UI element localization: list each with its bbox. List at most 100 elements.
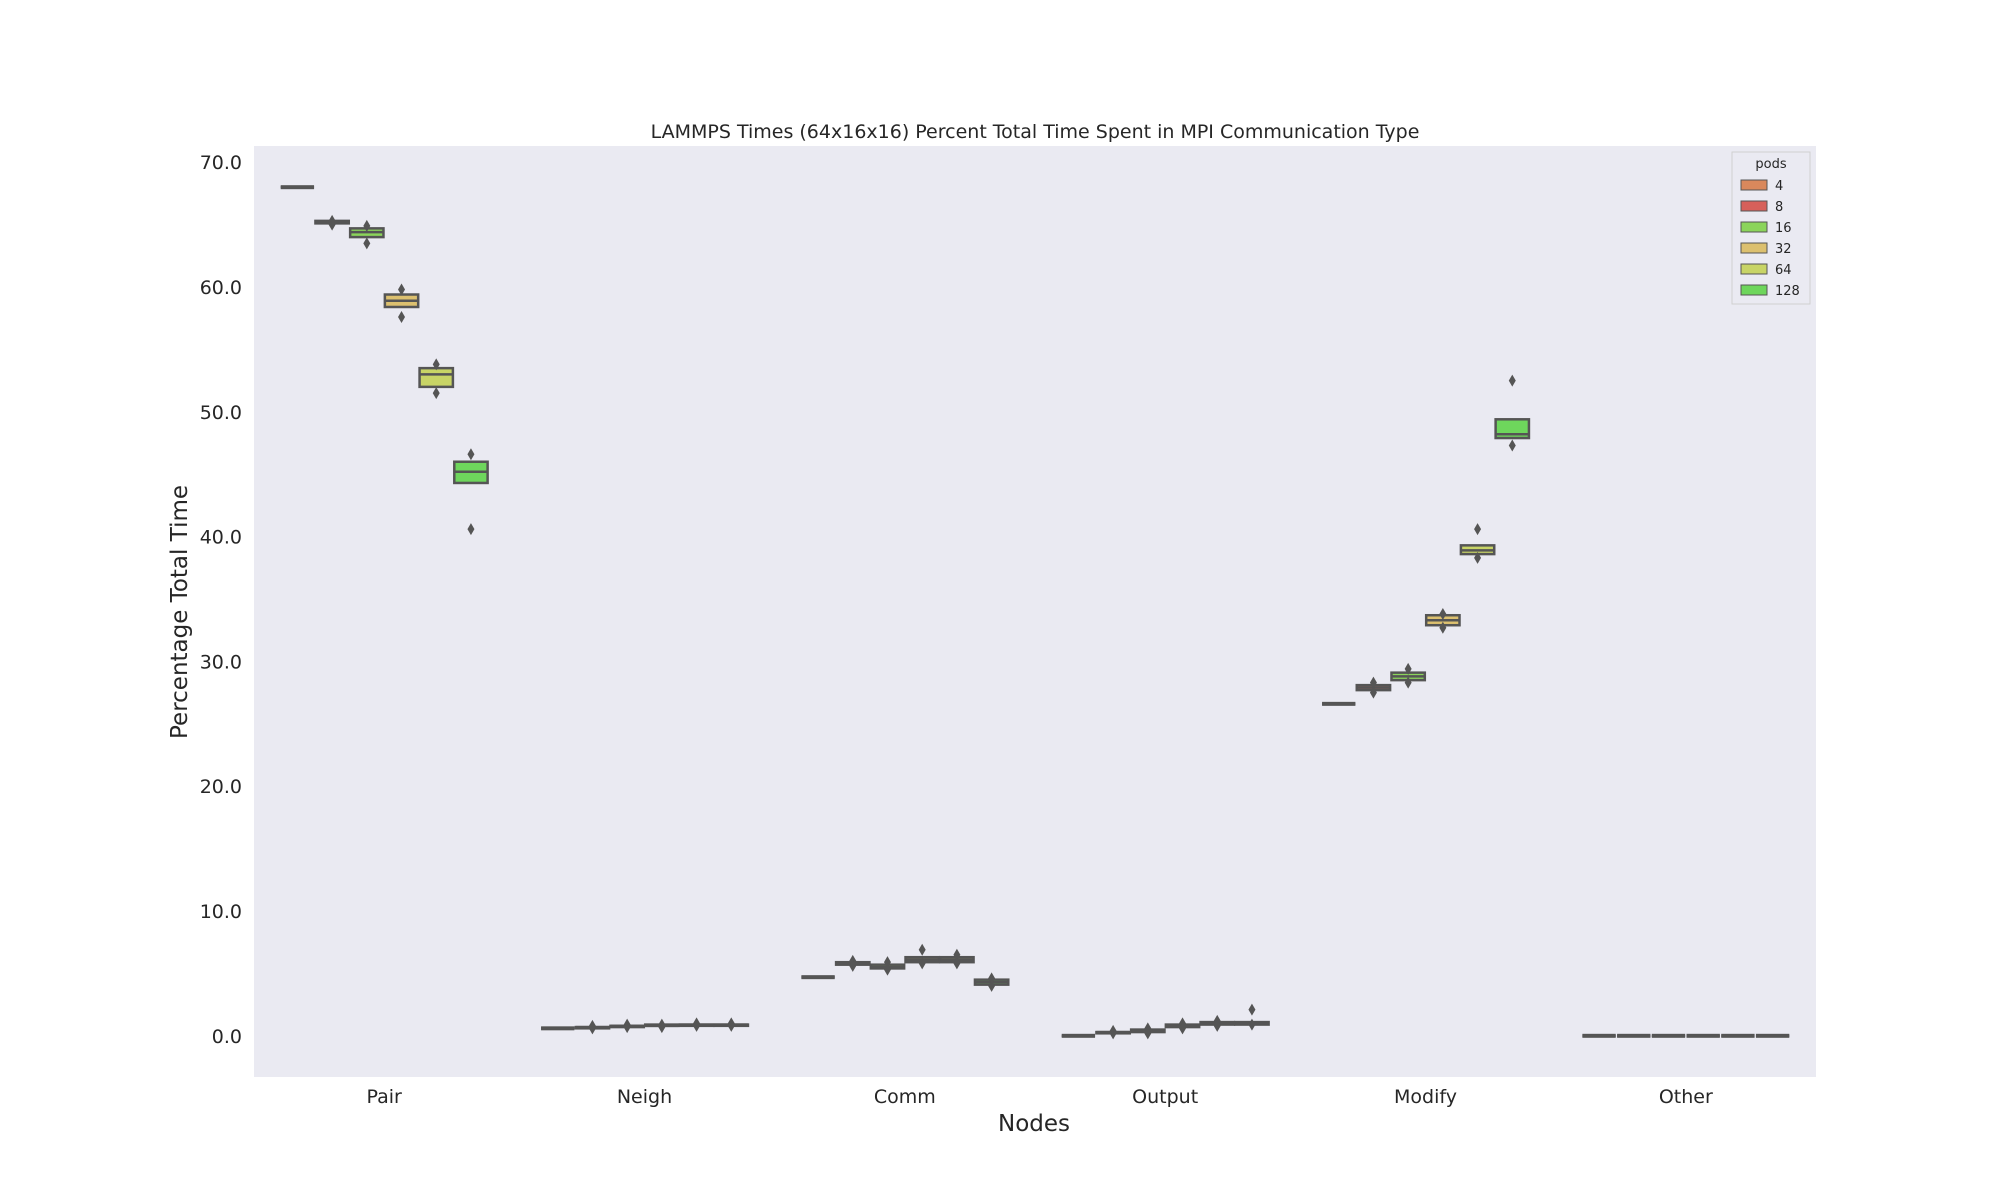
outlier-point [1508, 374, 1516, 387]
legend: pods 4 8 16 32 64 128 [1731, 151, 1811, 305]
outlier-point [1474, 523, 1482, 536]
x-tick-label: Comm [874, 1086, 936, 1108]
y-tick-label: 0.0 [212, 1026, 242, 1048]
box-output-8 [1095, 1024, 1132, 1040]
box-output-64 [1199, 1014, 1236, 1032]
box-pair-8 [314, 214, 351, 231]
y-tick-label: 20.0 [200, 776, 242, 798]
outlier-point [849, 959, 857, 972]
outlier-point [658, 1021, 666, 1034]
legend-swatch [1740, 179, 1768, 191]
legend-entry: 128 [1775, 284, 1800, 299]
box-neigh-4 [541, 1026, 575, 1031]
outlier-point [588, 1022, 596, 1035]
outlier-point [432, 387, 440, 400]
x-tick-label: Output [1132, 1086, 1198, 1108]
box-other-4 [1582, 1033, 1616, 1038]
box-pair-64 [418, 358, 455, 400]
outlier-point [1248, 1003, 1256, 1016]
box-body [418, 366, 455, 389]
x-axis-ticks: Pair Neigh Comm Output Modify Other [366, 1086, 1712, 1108]
y-tick-label: 70.0 [200, 152, 242, 174]
outlier-point [1369, 676, 1377, 689]
outlier-point [1474, 551, 1482, 564]
legend-entry: 32 [1775, 242, 1792, 257]
outlier-point [398, 283, 406, 296]
box-modify-128 [1494, 374, 1531, 452]
outlier-point [1439, 621, 1447, 634]
box-pair-128 [453, 448, 489, 536]
box-output-16 [1129, 1022, 1166, 1040]
legend-entry: 8 [1775, 200, 1783, 215]
outlier-point [363, 219, 371, 232]
outlier-point [1439, 607, 1447, 620]
y-tick-label: 30.0 [200, 651, 242, 673]
legend-title: pods [1755, 157, 1786, 172]
y-tick-label: 40.0 [200, 527, 242, 549]
x-tick-label: Other [1659, 1086, 1713, 1108]
y-tick-label: 60.0 [200, 277, 242, 299]
outlier-point [623, 1021, 631, 1034]
box-pair-16 [348, 219, 385, 250]
legend-swatch [1740, 263, 1768, 275]
outlier-point [1404, 662, 1412, 675]
outlier-point [953, 948, 961, 961]
box-output-32 [1164, 1017, 1201, 1035]
legend-entry: 4 [1775, 179, 1783, 194]
outlier-point [883, 956, 891, 969]
box-comm-128 [973, 972, 1010, 992]
box-comm-8 [834, 954, 871, 972]
box-pair-4 [280, 185, 315, 190]
legend-swatch [1740, 221, 1768, 233]
chart-title: LAMMPS Times (64x16x16) Percent Total Ti… [651, 121, 1420, 143]
boxes-layer [280, 185, 1790, 1040]
box-modify-4 [1322, 701, 1356, 706]
legend-swatch [1740, 242, 1768, 254]
box-neigh-128 [713, 1017, 750, 1032]
outlier-point [363, 237, 371, 250]
legend-entry: 16 [1775, 221, 1792, 236]
outlier-point [1179, 1022, 1187, 1035]
outlier-point [918, 943, 926, 956]
box-neigh-64 [678, 1017, 715, 1032]
x-tick-label: Pair [366, 1086, 402, 1108]
box-neigh-16 [609, 1018, 646, 1034]
outlier-point [1248, 1018, 1256, 1031]
outlier-point [918, 957, 926, 970]
outlier-point [328, 218, 336, 231]
outlier-point [883, 963, 891, 976]
x-tick-label: Neigh [617, 1086, 672, 1108]
box-modify-64 [1459, 523, 1496, 564]
outlier-point [1144, 1027, 1152, 1040]
outlier-point [398, 310, 406, 323]
box-comm-64 [938, 948, 975, 970]
box-other-64 [1721, 1033, 1755, 1038]
legend-swatch [1740, 200, 1768, 212]
box-modify-8 [1355, 676, 1392, 699]
x-tick-label: Modify [1394, 1086, 1457, 1108]
legend-entry: 64 [1775, 263, 1792, 278]
box-comm-16 [869, 956, 906, 976]
box-modify-16 [1390, 662, 1427, 689]
box-comm-32 [904, 943, 941, 970]
y-tick-label: 50.0 [200, 402, 242, 424]
outlier-point [1404, 676, 1412, 689]
y-tick-label: 10.0 [200, 901, 242, 923]
y-axis-ticks: 0.0 10.0 20.0 30.0 40.0 50.0 60.0 70.0 [200, 152, 242, 1048]
legend-swatch [1740, 284, 1768, 296]
x-axis-label: Nodes [998, 1111, 1070, 1137]
outlier-point [693, 1019, 701, 1032]
box-other-8 [1617, 1033, 1651, 1038]
outlier-point [1508, 439, 1516, 452]
outlier-point [988, 979, 996, 992]
outlier-point [727, 1019, 735, 1032]
box-other-128 [1755, 1033, 1790, 1038]
box-other-16 [1651, 1033, 1686, 1038]
box-output-4 [1061, 1033, 1096, 1038]
plot-area [254, 146, 1816, 1077]
y-axis-label: Percentage Total Time [167, 485, 193, 739]
outlier-point [432, 358, 440, 371]
outlier-point [467, 448, 475, 461]
box-comm-4 [801, 975, 835, 980]
